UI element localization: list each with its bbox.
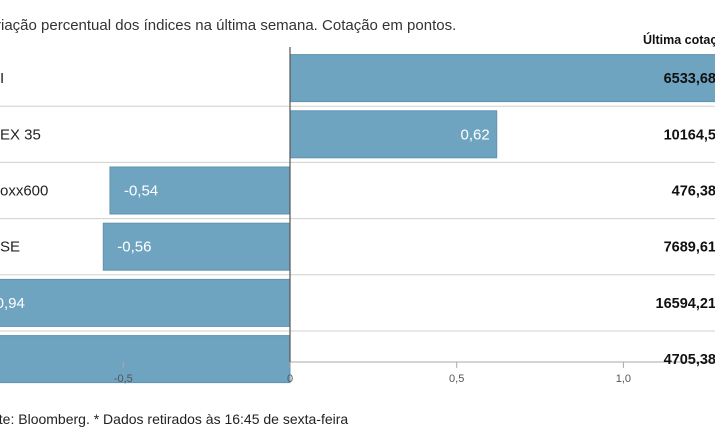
last-quote-value: 10164,5	[664, 127, 715, 143]
last-quote-value: 6533,68	[664, 71, 715, 87]
x-tick-label: 0,5	[449, 373, 464, 385]
chart-subtitle: riação percentual dos índices na última …	[0, 17, 457, 34]
x-tick-label: 0	[287, 373, 293, 385]
bar	[0, 335, 291, 384]
bar-value-label: 0,62	[461, 126, 490, 143]
x-tick-label: -0,5	[114, 373, 133, 385]
category-label: SE	[0, 239, 20, 256]
category-label: EX 35	[0, 126, 41, 143]
last-quote-value: 16594,21	[656, 296, 715, 312]
last-quote-value: 476,38	[672, 184, 715, 200]
last-quote-value: 4705,38	[664, 352, 715, 368]
category-label: I	[0, 70, 4, 87]
bar	[0, 278, 291, 327]
bar-value-label: -0,56	[117, 239, 151, 256]
bar	[289, 54, 715, 103]
bar-value-label: -0,94	[0, 295, 25, 312]
bar-value-label: -0,54	[124, 183, 158, 200]
source-note: nte: Bloomberg. * Dados retirados às 16:…	[0, 411, 349, 427]
last-quote-column-header: Última cotaç	[643, 33, 715, 47]
bar	[102, 222, 291, 271]
category-label: oxx600	[0, 183, 48, 200]
bar	[109, 166, 291, 215]
x-tick-label: 1,0	[616, 373, 631, 385]
last-quote-value: 7689,61	[664, 240, 715, 256]
